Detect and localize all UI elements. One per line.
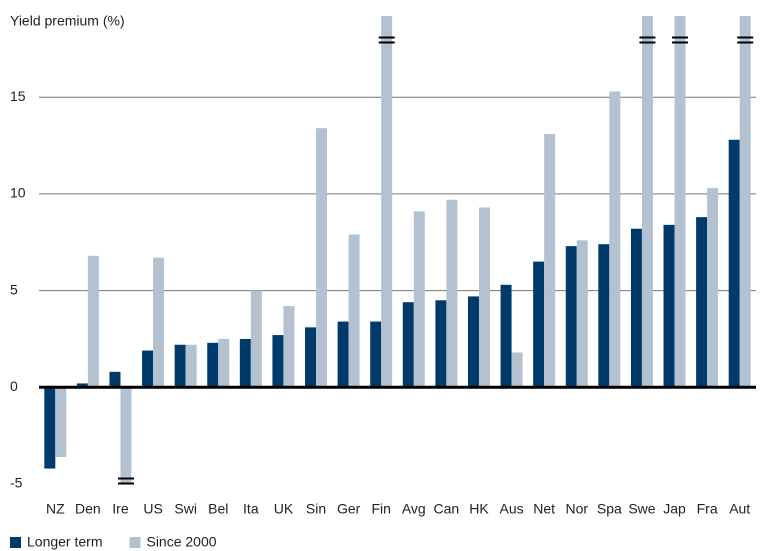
bar bbox=[305, 327, 317, 388]
x-tick-label: Can bbox=[434, 501, 460, 517]
x-tick-label: Fra bbox=[697, 501, 718, 517]
bar bbox=[272, 335, 284, 388]
x-tick-label: HK bbox=[469, 501, 489, 517]
x-tick-label: Nor bbox=[565, 501, 588, 517]
bar bbox=[153, 257, 165, 388]
y-tick-label: -5 bbox=[10, 475, 23, 491]
bar bbox=[55, 387, 67, 457]
bar bbox=[641, 16, 653, 388]
bar bbox=[348, 234, 360, 388]
bar bbox=[402, 302, 414, 388]
bar bbox=[370, 321, 382, 388]
y-tick-label: 15 bbox=[10, 88, 26, 104]
bar bbox=[218, 338, 230, 388]
bar bbox=[76, 383, 88, 388]
bar bbox=[435, 300, 447, 388]
x-tick-label: Aus bbox=[500, 501, 524, 517]
x-tick-label: Swe bbox=[628, 501, 655, 517]
bar bbox=[696, 217, 708, 388]
x-tick-label: UK bbox=[274, 501, 294, 517]
y-tick-label: 0 bbox=[10, 378, 18, 394]
x-tick-label: Aut bbox=[729, 501, 750, 517]
bar bbox=[44, 387, 56, 469]
x-tick-label: NZ bbox=[46, 501, 65, 517]
bar bbox=[120, 387, 132, 484]
x-tick-label: Bel bbox=[208, 501, 228, 517]
bar bbox=[728, 139, 740, 388]
x-tick-label: Sin bbox=[306, 501, 326, 517]
bar bbox=[174, 344, 186, 388]
x-tick-label: Den bbox=[75, 501, 101, 517]
x-tick-label: Avg bbox=[402, 501, 426, 517]
y-tick-label: 10 bbox=[10, 185, 26, 201]
bar bbox=[707, 188, 719, 388]
x-tick-label: Fin bbox=[371, 501, 390, 517]
bar bbox=[467, 296, 479, 388]
x-tick-label: Jap bbox=[663, 501, 686, 517]
bar bbox=[207, 342, 219, 388]
chart-title: Yield premium (%) bbox=[10, 13, 125, 29]
bar bbox=[630, 228, 642, 388]
x-tick-label: Net bbox=[533, 501, 555, 517]
bar bbox=[250, 290, 262, 388]
bar bbox=[142, 350, 154, 388]
bar bbox=[185, 344, 197, 388]
bar bbox=[565, 246, 577, 388]
legend-label: Since 2000 bbox=[146, 534, 216, 550]
bar bbox=[109, 371, 121, 388]
bar bbox=[446, 199, 458, 388]
bar bbox=[739, 16, 751, 388]
bar bbox=[87, 255, 99, 388]
bar bbox=[511, 352, 523, 388]
bar bbox=[674, 16, 686, 388]
bar bbox=[533, 261, 545, 388]
x-tick-label: Ire bbox=[112, 501, 129, 517]
x-tick-label: Swi bbox=[174, 501, 197, 517]
bar bbox=[413, 211, 425, 388]
bar bbox=[381, 16, 393, 388]
bar bbox=[316, 128, 328, 388]
bar bbox=[609, 91, 621, 388]
x-tick-label: Ita bbox=[243, 501, 259, 517]
bar bbox=[239, 338, 251, 388]
legend-label: Longer term bbox=[27, 534, 102, 550]
x-tick-label: Ger bbox=[337, 501, 361, 517]
bar bbox=[663, 224, 675, 388]
x-tick-label: Spa bbox=[597, 501, 622, 517]
bar bbox=[478, 207, 490, 388]
bar bbox=[576, 240, 588, 388]
legend-swatch bbox=[10, 537, 21, 548]
bar bbox=[544, 133, 556, 388]
y-tick-label: 5 bbox=[10, 281, 18, 297]
bar bbox=[283, 306, 295, 388]
bar bbox=[500, 284, 512, 388]
x-tick-label: US bbox=[143, 501, 162, 517]
bar bbox=[598, 244, 610, 388]
legend-swatch bbox=[129, 537, 141, 548]
bar bbox=[337, 321, 349, 388]
